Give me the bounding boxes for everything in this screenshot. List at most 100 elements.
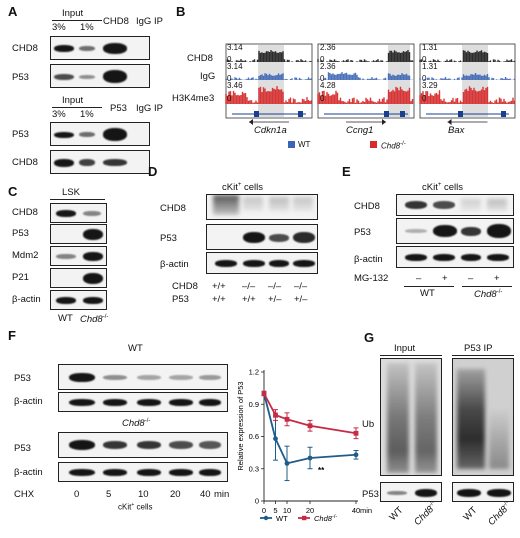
- blot-header: LSK: [62, 187, 80, 198]
- input-underline: [52, 20, 102, 21]
- blot-image: [50, 246, 107, 266]
- blot-image: [206, 194, 318, 220]
- gene-exon: [298, 111, 303, 117]
- lane-label: WT: [461, 504, 480, 524]
- y-tick-label: 1.2: [249, 368, 259, 377]
- blot-header: cKit+ cells: [222, 182, 264, 194]
- ub-blot-input: [380, 358, 442, 476]
- group-underline: [462, 286, 512, 287]
- p53-blot-input: [380, 482, 442, 502]
- blot-image: [50, 64, 150, 88]
- legend-label-wt: WT: [298, 140, 311, 149]
- blot-image: [50, 290, 107, 310]
- signal-track: [317, 72, 414, 80]
- panel-label-f: F: [8, 328, 16, 343]
- panel-label-b: B: [176, 4, 186, 19]
- signal-track: [226, 50, 313, 62]
- header-underline: [50, 199, 105, 200]
- gene-label: Cdkn1a: [254, 125, 287, 136]
- scale-zero: 0: [227, 55, 232, 64]
- scale-zero: 0: [227, 74, 232, 83]
- time-label: 0: [74, 489, 80, 500]
- data-point: [284, 416, 290, 422]
- blot-image: [50, 150, 150, 174]
- ip-label: IP: [154, 103, 163, 114]
- blot-row-label: β-actin: [12, 294, 41, 305]
- x-tick-label: 0: [262, 506, 266, 515]
- gene-arrow-head: [249, 119, 253, 125]
- input-header: Input: [62, 95, 84, 106]
- genotype-value: –/–: [268, 281, 282, 292]
- signal-track: [419, 50, 516, 62]
- scale-value: 3.29: [422, 81, 438, 90]
- gene-label: Ccng1: [346, 125, 374, 136]
- x-tick-label: 5: [273, 506, 277, 515]
- x-tick-label: 40: [352, 506, 360, 515]
- data-point: [284, 460, 290, 466]
- treatment-value: –: [416, 273, 422, 284]
- legend-swatch-ko: [370, 141, 377, 148]
- blot-row-label: P21: [12, 272, 29, 283]
- scale-value: 1.31: [422, 43, 438, 52]
- treatment-value: +: [442, 273, 448, 284]
- blot-row-label: Mdm2: [12, 250, 39, 261]
- blot-header: cKit+ cells: [422, 182, 464, 194]
- gene-label: Bax: [448, 125, 465, 136]
- data-point: [273, 436, 278, 442]
- group-underline: [404, 286, 454, 287]
- time-label: 20: [170, 489, 181, 500]
- lane-label: CHD8: [103, 16, 129, 27]
- panel-label-a: A: [8, 4, 18, 19]
- y-tick-label: 0.3: [249, 464, 259, 473]
- lane-label: 1%: [80, 109, 94, 120]
- lane-label: 3%: [52, 22, 66, 33]
- time-label: 10: [138, 489, 149, 500]
- gene-exon: [501, 111, 506, 117]
- blot-row-label: P53: [12, 228, 29, 239]
- header-underline: [452, 355, 514, 356]
- lane-label: WT: [58, 313, 73, 324]
- blot-row-label: P53: [12, 72, 29, 83]
- y-tick-label: 0.9: [249, 400, 259, 409]
- genotype-value: –/–: [294, 281, 308, 292]
- genotype-value: –/–: [242, 281, 256, 292]
- header-underline: [380, 355, 442, 356]
- legend-label-ko: Chd8: [314, 514, 333, 523]
- y-tick-label: 0: [255, 497, 259, 506]
- genome-tracks: [225, 43, 516, 125]
- blot-row-label: β-actin: [354, 254, 383, 265]
- gene-exon: [458, 111, 463, 117]
- blot-row-label: P53: [160, 233, 177, 244]
- time-label: 5: [106, 489, 112, 500]
- x-unit-label: min: [360, 506, 372, 515]
- ub-blot-ip: [452, 358, 514, 476]
- input-header: Input: [62, 8, 84, 19]
- gene-arrow-head: [382, 119, 386, 125]
- blot-image: [50, 36, 150, 60]
- blot-title: Chd8-/-: [122, 418, 151, 430]
- blot-row-label: CHD8: [354, 201, 380, 212]
- panel-label-e: E: [342, 164, 351, 179]
- legend-marker-wt: [263, 515, 269, 521]
- data-point: [353, 452, 359, 458]
- track-label: H3K4me3: [172, 93, 215, 104]
- signal-track: [225, 73, 313, 80]
- genotype-value: +/+: [242, 294, 256, 305]
- scale-value: 2.36: [320, 43, 336, 52]
- signal-track: [419, 86, 516, 104]
- scale-zero: 0: [422, 94, 427, 103]
- legend-marker-ko: [302, 515, 307, 521]
- blot-image: [206, 224, 318, 250]
- blot-row-label: P53: [362, 489, 379, 500]
- treatment-label: MG-132: [354, 273, 389, 284]
- chx-label: CHX: [14, 489, 35, 500]
- blot-row-label: β-actin: [160, 259, 189, 270]
- genotype-value: +/–: [294, 294, 308, 305]
- blot-image: [50, 203, 107, 223]
- y-axis-label: Relative expression of P53: [236, 381, 245, 470]
- blot-row-label: P53: [12, 129, 29, 140]
- group-label: WT: [420, 288, 435, 299]
- signal-track: [317, 86, 414, 104]
- lane-label: 3%: [52, 109, 66, 120]
- time-label: 40: [200, 489, 211, 500]
